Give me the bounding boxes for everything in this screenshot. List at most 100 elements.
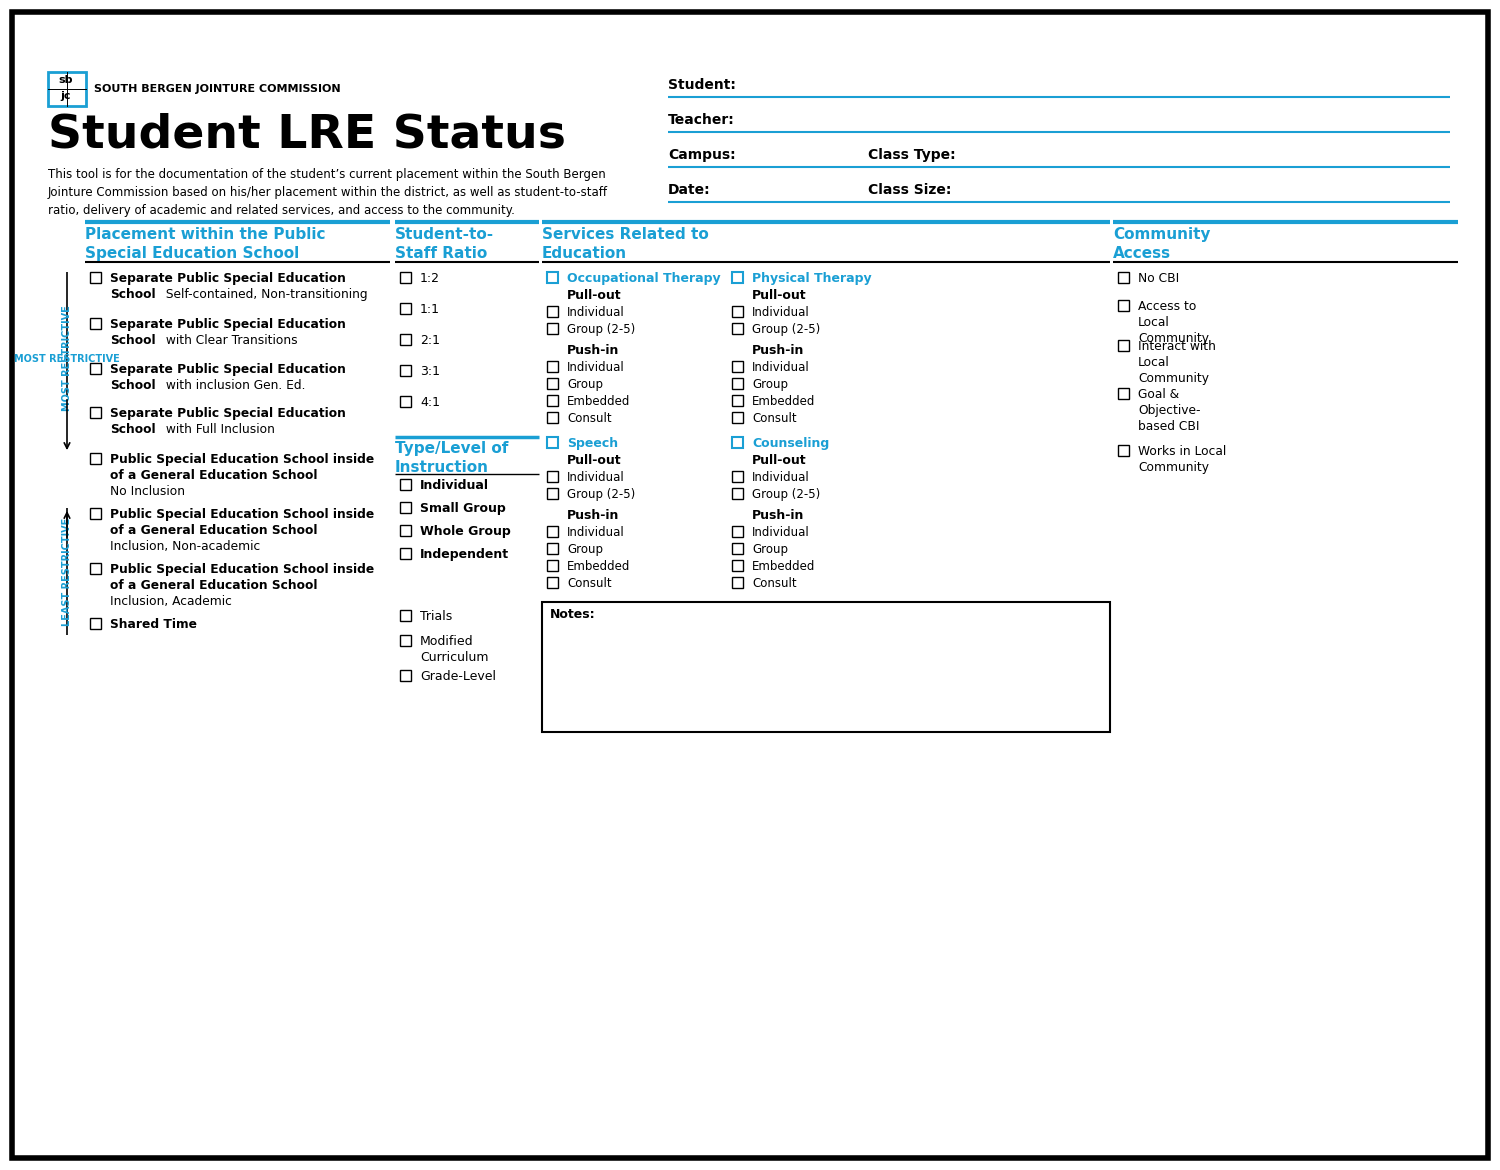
Text: Embedded: Embedded [567,395,630,408]
Text: School: School [110,288,156,301]
Text: Consult: Consult [752,577,796,590]
Text: Physical Therapy: Physical Therapy [752,271,872,285]
Bar [732,560,742,571]
Text: Individual: Individual [567,307,624,319]
Text: Teacher:: Teacher: [668,113,735,128]
Text: SOUTH BERGEN JOINTURE COMMISSION: SOUTH BERGEN JOINTURE COMMISSION [94,84,340,94]
Text: School: School [110,333,156,347]
Text: Goal &
Objective-
based CBI: Goal & Objective- based CBI [1138,388,1200,433]
Bar [548,488,558,498]
Bar [400,365,411,376]
Text: Push-in: Push-in [752,509,804,522]
Text: Public Special Education School inside
of a General Education School: Public Special Education School inside o… [110,563,375,592]
Text: Independent: Independent [420,548,509,560]
Text: Campus:: Campus: [668,147,735,161]
Text: Community
Access: Community Access [1113,227,1210,261]
Bar [548,307,558,317]
Text: School: School [110,379,156,392]
Text: Class Type:: Class Type: [868,147,956,161]
Bar [548,560,558,571]
Bar [400,395,411,407]
Text: Trials: Trials [420,610,453,622]
Bar [548,577,558,589]
Text: Individual: Individual [567,362,624,374]
Bar [48,73,86,106]
Text: Group (2-5): Group (2-5) [567,323,636,336]
Bar [90,563,101,574]
Text: 1:1: 1:1 [420,303,440,316]
Text: Group: Group [752,378,788,391]
Text: Separate Public Special Education: Separate Public Special Education [110,363,347,376]
Bar [732,395,742,406]
Text: 3:1: 3:1 [420,365,440,378]
Bar [732,438,742,448]
Text: Consult: Consult [567,412,612,425]
Text: Access to
Local
Community: Access to Local Community [1138,300,1209,345]
Text: Individual: Individual [752,362,810,374]
Text: Notes:: Notes: [550,608,596,621]
Text: No CBI: No CBI [1138,271,1179,285]
Bar [400,548,411,559]
Text: Type/Level of
Instruction: Type/Level of Instruction [394,441,508,475]
Bar [400,271,411,283]
Text: Separate Public Special Education: Separate Public Special Education [110,407,347,420]
Bar [732,543,742,555]
Text: Push-in: Push-in [567,509,620,522]
Text: Pull-out: Pull-out [567,454,621,467]
Bar [400,333,411,345]
Bar [548,395,558,406]
Text: Student:: Student: [668,78,736,92]
Text: with Clear Transitions: with Clear Transitions [162,333,297,347]
Bar [732,323,742,333]
Bar [1118,388,1130,399]
Text: No Inclusion: No Inclusion [110,486,184,498]
Text: Individual: Individual [567,472,624,484]
Text: Class Size:: Class Size: [868,183,951,197]
Text: School: School [110,424,156,436]
Text: with Full Inclusion: with Full Inclusion [162,424,274,436]
Text: Group: Group [567,378,603,391]
Text: Placement within the Public
Special Education School: Placement within the Public Special Educ… [86,227,326,261]
Bar [548,526,558,537]
Text: Pull-out: Pull-out [752,289,807,302]
Text: Small Group: Small Group [420,502,506,515]
Text: LEAST RESTRICTIVE: LEAST RESTRICTIVE [62,517,72,626]
Text: Speech: Speech [567,438,618,450]
Bar [548,378,558,388]
Text: Group (2-5): Group (2-5) [752,323,820,336]
Text: This tool is for the documentation of the student’s current placement within the: This tool is for the documentation of th… [48,168,608,216]
Bar [1118,340,1130,351]
Text: Push-in: Push-in [752,344,804,357]
Text: Individual: Individual [752,472,810,484]
Text: Individual: Individual [567,526,624,539]
Bar [548,438,558,448]
Text: Embedded: Embedded [567,560,630,573]
Text: sb: sb [58,75,74,85]
Bar [90,363,101,374]
Text: Inclusion, Non-academic: Inclusion, Non-academic [110,541,261,553]
Text: jc: jc [60,91,72,101]
Bar [400,479,411,490]
Bar [90,618,101,629]
Text: Group: Group [752,543,788,556]
Bar [400,610,411,621]
Bar [1118,271,1130,283]
Bar [732,577,742,589]
Text: Individual: Individual [752,307,810,319]
Text: MOST RESTRICTIVE: MOST RESTRICTIVE [62,305,72,412]
Text: Occupational Therapy: Occupational Therapy [567,271,720,285]
Text: Shared Time: Shared Time [110,618,196,631]
Text: Group (2-5): Group (2-5) [752,488,820,501]
Text: Whole Group: Whole Group [420,525,510,538]
Text: Consult: Consult [567,577,612,590]
Text: Pull-out: Pull-out [567,289,621,302]
Bar [732,526,742,537]
Bar [90,271,101,283]
Text: Self-contained, Non-transitioning: Self-contained, Non-transitioning [162,288,368,301]
Text: 4:1: 4:1 [420,395,440,410]
Bar [548,412,558,424]
Bar [548,323,558,333]
Text: Push-in: Push-in [567,344,620,357]
Text: Works in Local
Community: Works in Local Community [1138,445,1227,474]
Bar [1118,445,1130,456]
